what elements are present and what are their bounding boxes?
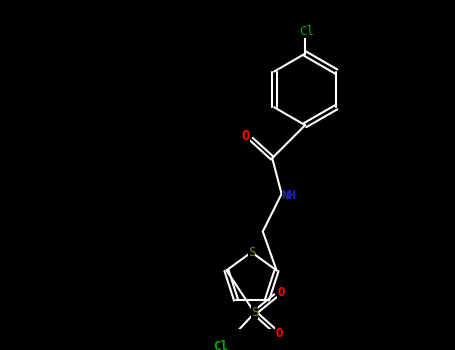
Text: O: O <box>242 128 250 142</box>
Text: NH: NH <box>282 189 297 202</box>
Text: O: O <box>275 327 283 340</box>
Text: S: S <box>248 246 255 259</box>
Text: S: S <box>251 306 258 319</box>
Text: Cl: Cl <box>213 340 228 350</box>
Text: Cl: Cl <box>299 26 314 38</box>
Text: O: O <box>277 286 285 299</box>
